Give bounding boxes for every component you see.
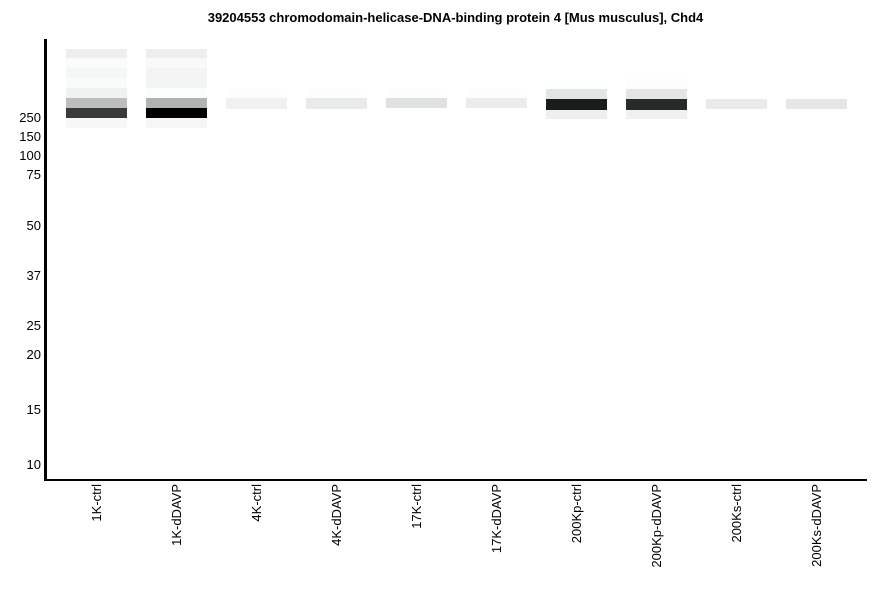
y-tick-label: 15 bbox=[26, 402, 41, 417]
y-tick-label: 10 bbox=[26, 457, 41, 472]
gel-band bbox=[466, 89, 527, 98]
x-tick-label: 200Ks-ctrl bbox=[728, 484, 744, 543]
y-tick-label: 75 bbox=[26, 167, 41, 182]
gel-band bbox=[146, 108, 207, 118]
gel-band bbox=[66, 58, 127, 68]
gel-band bbox=[66, 118, 127, 128]
gel-band bbox=[66, 68, 127, 78]
gel-band bbox=[66, 88, 127, 98]
gel-band bbox=[66, 98, 127, 108]
y-tick-label: 100 bbox=[19, 148, 41, 163]
gel-band bbox=[546, 99, 607, 110]
gel-band bbox=[786, 99, 847, 109]
y-tick-label: 37 bbox=[26, 268, 41, 283]
gel-band bbox=[66, 78, 127, 88]
chart-title: 39204553 chromodomain-helicase-DNA-bindi… bbox=[207, 10, 704, 25]
gel-band bbox=[466, 98, 527, 108]
gel-band bbox=[546, 89, 607, 99]
x-tick-label: 200Kp-ctrl bbox=[568, 484, 584, 544]
y-tick-label: 50 bbox=[26, 218, 41, 233]
gel-band bbox=[386, 98, 447, 108]
x-tick-label: 200Kp-dDAVP bbox=[648, 484, 664, 568]
y-tick-label: 25 bbox=[26, 318, 41, 333]
gel-band bbox=[226, 89, 287, 98]
gel-band bbox=[66, 108, 127, 118]
gel-band bbox=[146, 68, 207, 78]
y-tick-label: 250 bbox=[19, 110, 41, 125]
gel-band bbox=[146, 49, 207, 58]
x-tick-label: 1K-dDAVP bbox=[168, 484, 184, 546]
gel-band bbox=[306, 89, 367, 98]
gel-band bbox=[626, 99, 687, 110]
gel-band bbox=[546, 79, 607, 89]
gel-band bbox=[66, 49, 127, 58]
x-tick-label: 17K-dDAVP bbox=[488, 484, 504, 554]
gel-band bbox=[146, 58, 207, 68]
x-tick-label: 1K-ctrl bbox=[88, 484, 104, 522]
x-axis-line bbox=[44, 478, 867, 481]
gel-band bbox=[226, 98, 287, 109]
gel-band bbox=[386, 89, 447, 98]
gel-band bbox=[146, 98, 207, 108]
y-tick-label: 150 bbox=[19, 129, 41, 144]
gel-band bbox=[146, 88, 207, 98]
x-tick-label: 4K-ctrl bbox=[248, 484, 264, 522]
gel-band bbox=[626, 79, 687, 89]
gel-band bbox=[706, 99, 767, 109]
x-tick-label: 17K-ctrl bbox=[408, 484, 424, 529]
x-tick-label: 200Ks-dDAVP bbox=[808, 484, 824, 567]
gel-band bbox=[306, 98, 367, 109]
x-tick-label: 4K-dDAVP bbox=[328, 484, 344, 546]
gel-band bbox=[626, 110, 687, 119]
gel-band bbox=[146, 118, 207, 128]
y-tick-label: 20 bbox=[26, 347, 41, 362]
gel-band bbox=[146, 78, 207, 88]
gel-band bbox=[546, 110, 607, 119]
gel-band bbox=[626, 89, 687, 99]
y-axis-line bbox=[44, 39, 47, 481]
